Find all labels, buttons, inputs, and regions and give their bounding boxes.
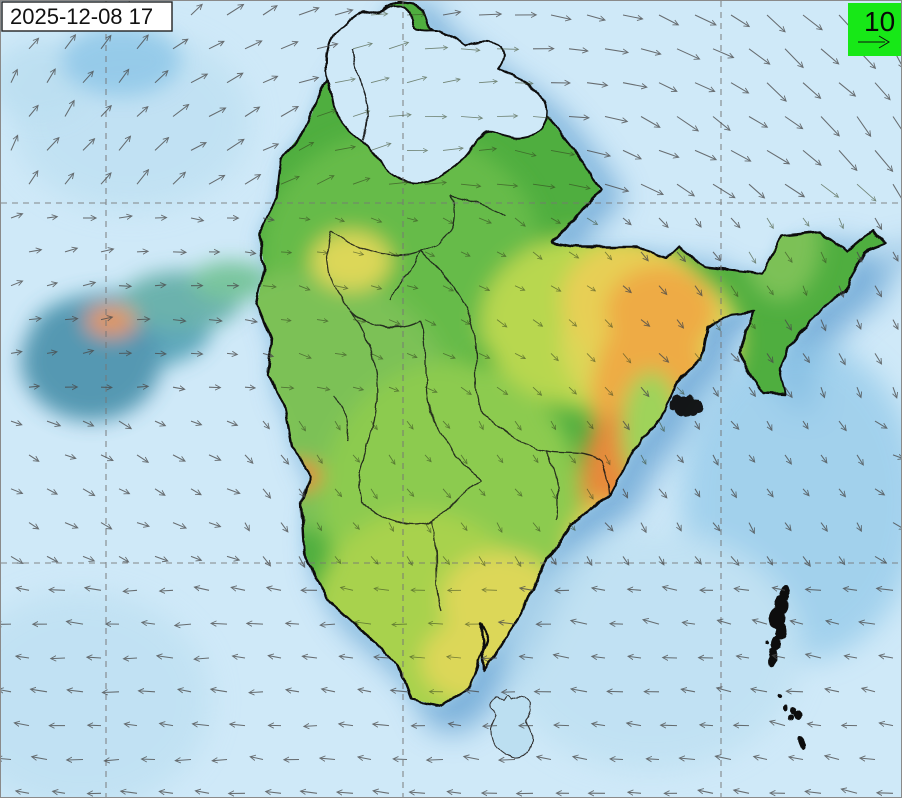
svg-text:2025-12-08 17: 2025-12-08 17 [10, 4, 153, 29]
svg-text:10: 10 [864, 6, 895, 37]
